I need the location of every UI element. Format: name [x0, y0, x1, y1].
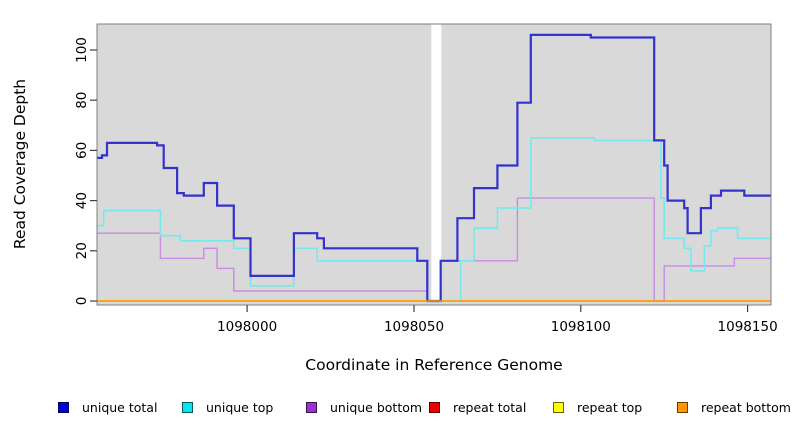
legend-item-unique-top: unique top	[182, 398, 273, 416]
x-tick-label: 1098000	[217, 319, 277, 335]
legend-item-repeat-bottom: repeat bottom	[677, 398, 791, 416]
x-tick-label: 1098100	[551, 319, 611, 335]
legend-swatch-repeat-total	[429, 401, 440, 413]
legend-swatch-repeat-bottom	[677, 401, 688, 413]
series-line-unique-total	[97, 33, 771, 303]
y-tick-label: 20	[74, 242, 90, 259]
legend-label-unique-bottom: unique bottom	[330, 399, 423, 415]
y-tick-label: 80	[74, 92, 90, 109]
legend-item-repeat-top: repeat top	[553, 398, 642, 416]
x-tick-label: 1098050	[384, 319, 444, 335]
legend-label-unique-total: unique total	[82, 399, 158, 415]
legend-swatch-unique-top	[182, 401, 193, 413]
no-data-gap-band	[431, 24, 442, 300]
y-tick-label: 100	[74, 37, 90, 63]
legend-label-repeat-total: repeat total	[453, 399, 527, 415]
legend: unique total unique top unique bottom repea…	[0, 398, 792, 418]
y-axis-title: Read Coverage Depth	[11, 78, 29, 250]
legend-label-repeat-bottom: repeat bottom	[701, 399, 791, 415]
x-tick-label: 1098150	[718, 319, 778, 335]
x-axis-title: Coordinate in Reference Genome	[305, 356, 563, 374]
legend-label-repeat-top: repeat top	[577, 399, 643, 415]
legend-item-unique-total: unique total	[58, 398, 157, 416]
y-tick-label: 60	[74, 142, 90, 159]
legend-item-repeat-total: repeat total	[429, 398, 526, 416]
plot-border	[96, 23, 772, 306]
y-tick-label: 0	[74, 297, 90, 306]
series-line-unique-top	[97, 137, 771, 302]
legend-swatch-unique-total	[58, 401, 69, 413]
legend-item-unique-bottom: unique bottom	[306, 398, 422, 416]
legend-swatch-repeat-top	[553, 401, 564, 413]
legend-label-unique-top: unique top	[206, 399, 274, 415]
y-tick-label: 40	[74, 192, 90, 209]
legend-swatch-unique-bottom	[306, 401, 317, 413]
